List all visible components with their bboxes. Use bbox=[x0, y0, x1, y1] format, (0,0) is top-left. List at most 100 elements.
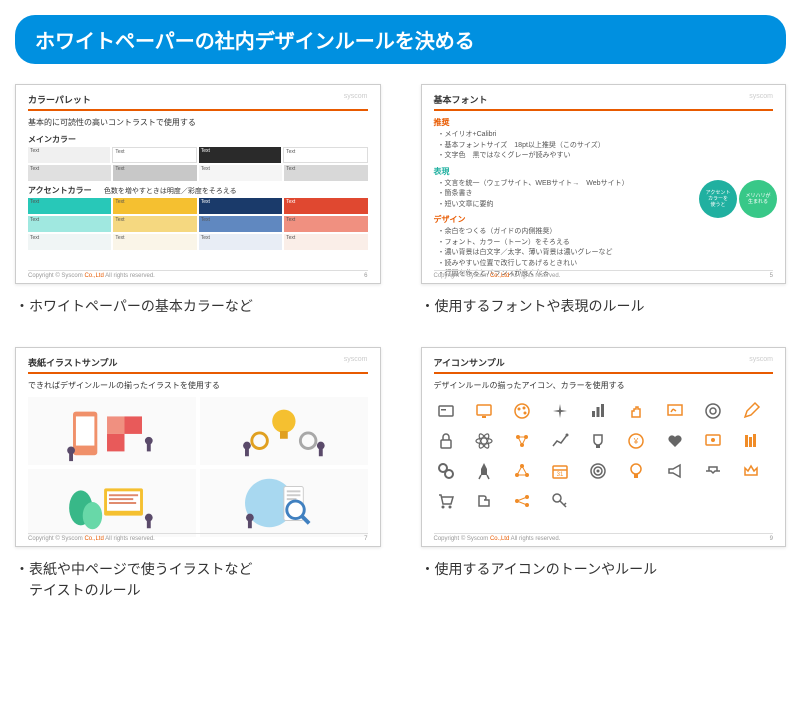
list-item: 基本フォントサイズ 18pt以上推奨（このサイズ） bbox=[448, 141, 774, 152]
slide2-footer: Copyright © Syscom Co.,Ltd All rights re… bbox=[434, 270, 774, 279]
color-swatch: Text bbox=[199, 198, 282, 214]
palette-icon bbox=[510, 399, 534, 423]
slide3-subtitle: できればデザインルールの揃ったイラストを使用する bbox=[28, 380, 368, 391]
slide3-title: 表紙イラストサンプル bbox=[28, 356, 118, 369]
illus-bulb-gears bbox=[200, 397, 368, 465]
accent-row2: TextTextTextText bbox=[28, 216, 368, 232]
list-item: 読みやすい位置で改行してあげるときれい bbox=[448, 259, 774, 270]
slide-grid: カラーパレット syscom 基本的に可読性の高いコントラストで使用する メイン… bbox=[15, 84, 786, 601]
slide4-caption: ・使用するアイコンのトーンやルール bbox=[421, 559, 787, 580]
monitor-icon bbox=[472, 399, 496, 423]
color-swatch: Text bbox=[113, 165, 196, 181]
books-icon bbox=[739, 429, 763, 453]
color-swatch: Text bbox=[28, 198, 111, 214]
page-banner: ホワイトペーパーの社内デザインルールを決める bbox=[15, 15, 786, 64]
target-icon bbox=[701, 399, 725, 423]
bullseye-icon bbox=[586, 459, 610, 483]
color-swatch: Text bbox=[199, 147, 281, 163]
color-swatch: Text bbox=[283, 147, 367, 163]
gears-icon bbox=[434, 459, 458, 483]
slide1-section-accent: アクセントカラー 色数を増やすときは明度／彩度をそろえる bbox=[28, 185, 368, 196]
atom-icon bbox=[472, 429, 496, 453]
network-icon bbox=[510, 459, 534, 483]
color-swatch: Text bbox=[28, 147, 110, 163]
nodes-icon bbox=[510, 489, 534, 513]
main-colors-row1: TextTextTextText bbox=[28, 147, 368, 163]
illus-phone-puzzle bbox=[28, 397, 196, 465]
money-icon: ¥ bbox=[624, 429, 648, 453]
lock-icon bbox=[434, 429, 458, 453]
megaphone-icon bbox=[663, 459, 687, 483]
cell-color-palette: カラーパレット syscom 基本的に可読性の高いコントラストで使用する メイン… bbox=[15, 84, 381, 317]
cell-fonts: 基本フォント syscom 推奨 メイリオ+Calibri基本フォントサイズ 1… bbox=[421, 84, 787, 317]
list-item: 濃い背景は白文字／太字、薄い背景は濃いグレーなど bbox=[448, 248, 774, 259]
slide2-title: 基本フォント bbox=[434, 93, 488, 106]
color-swatch: Text bbox=[112, 147, 196, 163]
rocket-icon bbox=[472, 459, 496, 483]
color-swatch: Text bbox=[284, 198, 367, 214]
color-swatch: Text bbox=[113, 216, 196, 232]
key-icon bbox=[548, 489, 572, 513]
icon-grid: ¥31 bbox=[434, 399, 774, 513]
color-swatch: Text bbox=[284, 216, 367, 232]
handshake-icon bbox=[701, 459, 725, 483]
cart-icon bbox=[434, 489, 458, 513]
slide2-caption: ・使用するフォントや表現のルール bbox=[421, 296, 787, 317]
slide1-section-main: メインカラー bbox=[28, 134, 368, 145]
illustration-grid bbox=[28, 397, 368, 537]
bubble-accent: アクセントカラーを使うと bbox=[699, 180, 737, 218]
slide1-footer: Copyright © Syscom Co.,Ltd All rights re… bbox=[28, 270, 368, 279]
bubble-contrast: メリハリが生まれる bbox=[739, 180, 777, 218]
hand-icon bbox=[624, 399, 648, 423]
slide3-footer: Copyright © Syscom Co.,Ltd All rights re… bbox=[28, 533, 368, 542]
color-swatch: Text bbox=[199, 165, 282, 181]
color-swatch: Text bbox=[284, 165, 367, 181]
color-swatch: Text bbox=[28, 165, 111, 181]
color-swatch: Text bbox=[199, 216, 282, 232]
svg-text:¥: ¥ bbox=[633, 437, 639, 446]
logo-text: syscom bbox=[344, 93, 368, 106]
graph-icon bbox=[548, 429, 572, 453]
screen-icon bbox=[701, 429, 725, 453]
sparkle-icon bbox=[548, 399, 572, 423]
color-swatch: Text bbox=[284, 234, 367, 250]
cell-icons: アイコンサンプル syscom デザインルールの揃ったアイコン、カラーを使用する… bbox=[421, 347, 787, 601]
crown-icon bbox=[739, 459, 763, 483]
bulb-icon bbox=[624, 459, 648, 483]
slide4-footer: Copyright © Syscom Co.,Ltd All rights re… bbox=[434, 533, 774, 542]
slide3-caption: ・表紙や中ページで使うイラストなど テイストのルール bbox=[15, 559, 381, 601]
slide-fonts: 基本フォント syscom 推奨 メイリオ+Calibri基本フォントサイズ 1… bbox=[421, 84, 787, 284]
list-item: 文字色 黒ではなくグレーが読みやすい bbox=[448, 151, 774, 162]
color-swatch: Text bbox=[199, 234, 282, 250]
illus-leaves-monitor bbox=[28, 469, 196, 537]
accent-row1: TextTextTextText bbox=[28, 198, 368, 214]
chart-icon bbox=[586, 399, 610, 423]
trophy-icon bbox=[586, 429, 610, 453]
color-swatch: Text bbox=[113, 198, 196, 214]
list-item: フォント、カラー（トーン）をそろえる bbox=[448, 238, 774, 249]
slide-color-palette: カラーパレット syscom 基本的に可読性の高いコントラストで使用する メイン… bbox=[15, 84, 381, 284]
accent-bubbles: アクセントカラーを使うと メリハリが生まれる bbox=[699, 180, 777, 218]
slide1-caption: ・ホワイトペーパーの基本カラーなど bbox=[15, 296, 381, 317]
slide-illustrations: 表紙イラストサンプル syscom できればデザインルールの揃ったイラストを使用… bbox=[15, 347, 381, 547]
slide1-title: カラーパレット bbox=[28, 93, 91, 106]
presentation-icon bbox=[663, 399, 687, 423]
section-recommend: 推奨 bbox=[434, 117, 774, 128]
list-item: 余白をつくる（ガイドの内側推奨） bbox=[448, 227, 774, 238]
slide-icons: アイコンサンプル syscom デザインルールの揃ったアイコン、カラーを使用する… bbox=[421, 347, 787, 547]
slide1-subtitle: 基本的に可読性の高いコントラストで使用する bbox=[28, 117, 368, 128]
slide4-subtitle: デザインルールの揃ったアイコン、カラーを使用する bbox=[434, 380, 774, 391]
pencil-icon bbox=[739, 399, 763, 423]
accent-row3: TextTextTextText bbox=[28, 234, 368, 250]
color-swatch: Text bbox=[28, 234, 111, 250]
molecule-icon bbox=[510, 429, 534, 453]
card-icon bbox=[434, 399, 458, 423]
section-expression: 表現 bbox=[434, 166, 774, 177]
recommend-list: メイリオ+Calibri基本フォントサイズ 18pt以上推奨（このサイズ）文字色… bbox=[434, 130, 774, 162]
cell-illustrations: 表紙イラストサンプル syscom できればデザインルールの揃ったイラストを使用… bbox=[15, 347, 381, 601]
puzzle-icon bbox=[472, 489, 496, 513]
calendar-icon: 31 bbox=[548, 459, 572, 483]
list-item: メイリオ+Calibri bbox=[448, 130, 774, 141]
heart-icon bbox=[663, 429, 687, 453]
svg-text:31: 31 bbox=[557, 472, 564, 478]
